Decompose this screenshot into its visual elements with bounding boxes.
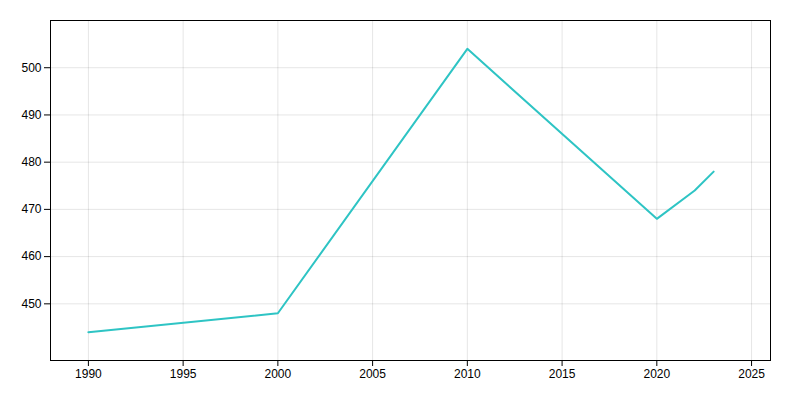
svg-text:500: 500 <box>21 61 41 75</box>
svg-text:490: 490 <box>21 108 41 122</box>
svg-text:2000: 2000 <box>265 367 292 381</box>
svg-text:2010: 2010 <box>454 367 481 381</box>
svg-text:2020: 2020 <box>643 367 670 381</box>
svg-text:1990: 1990 <box>75 367 102 381</box>
svg-text:2005: 2005 <box>359 367 386 381</box>
svg-text:2025: 2025 <box>738 367 765 381</box>
svg-text:1995: 1995 <box>170 367 197 381</box>
svg-text:460: 460 <box>21 249 41 263</box>
svg-text:450: 450 <box>21 297 41 311</box>
svg-text:2015: 2015 <box>549 367 576 381</box>
svg-text:480: 480 <box>21 155 41 169</box>
svg-text:470: 470 <box>21 202 41 216</box>
